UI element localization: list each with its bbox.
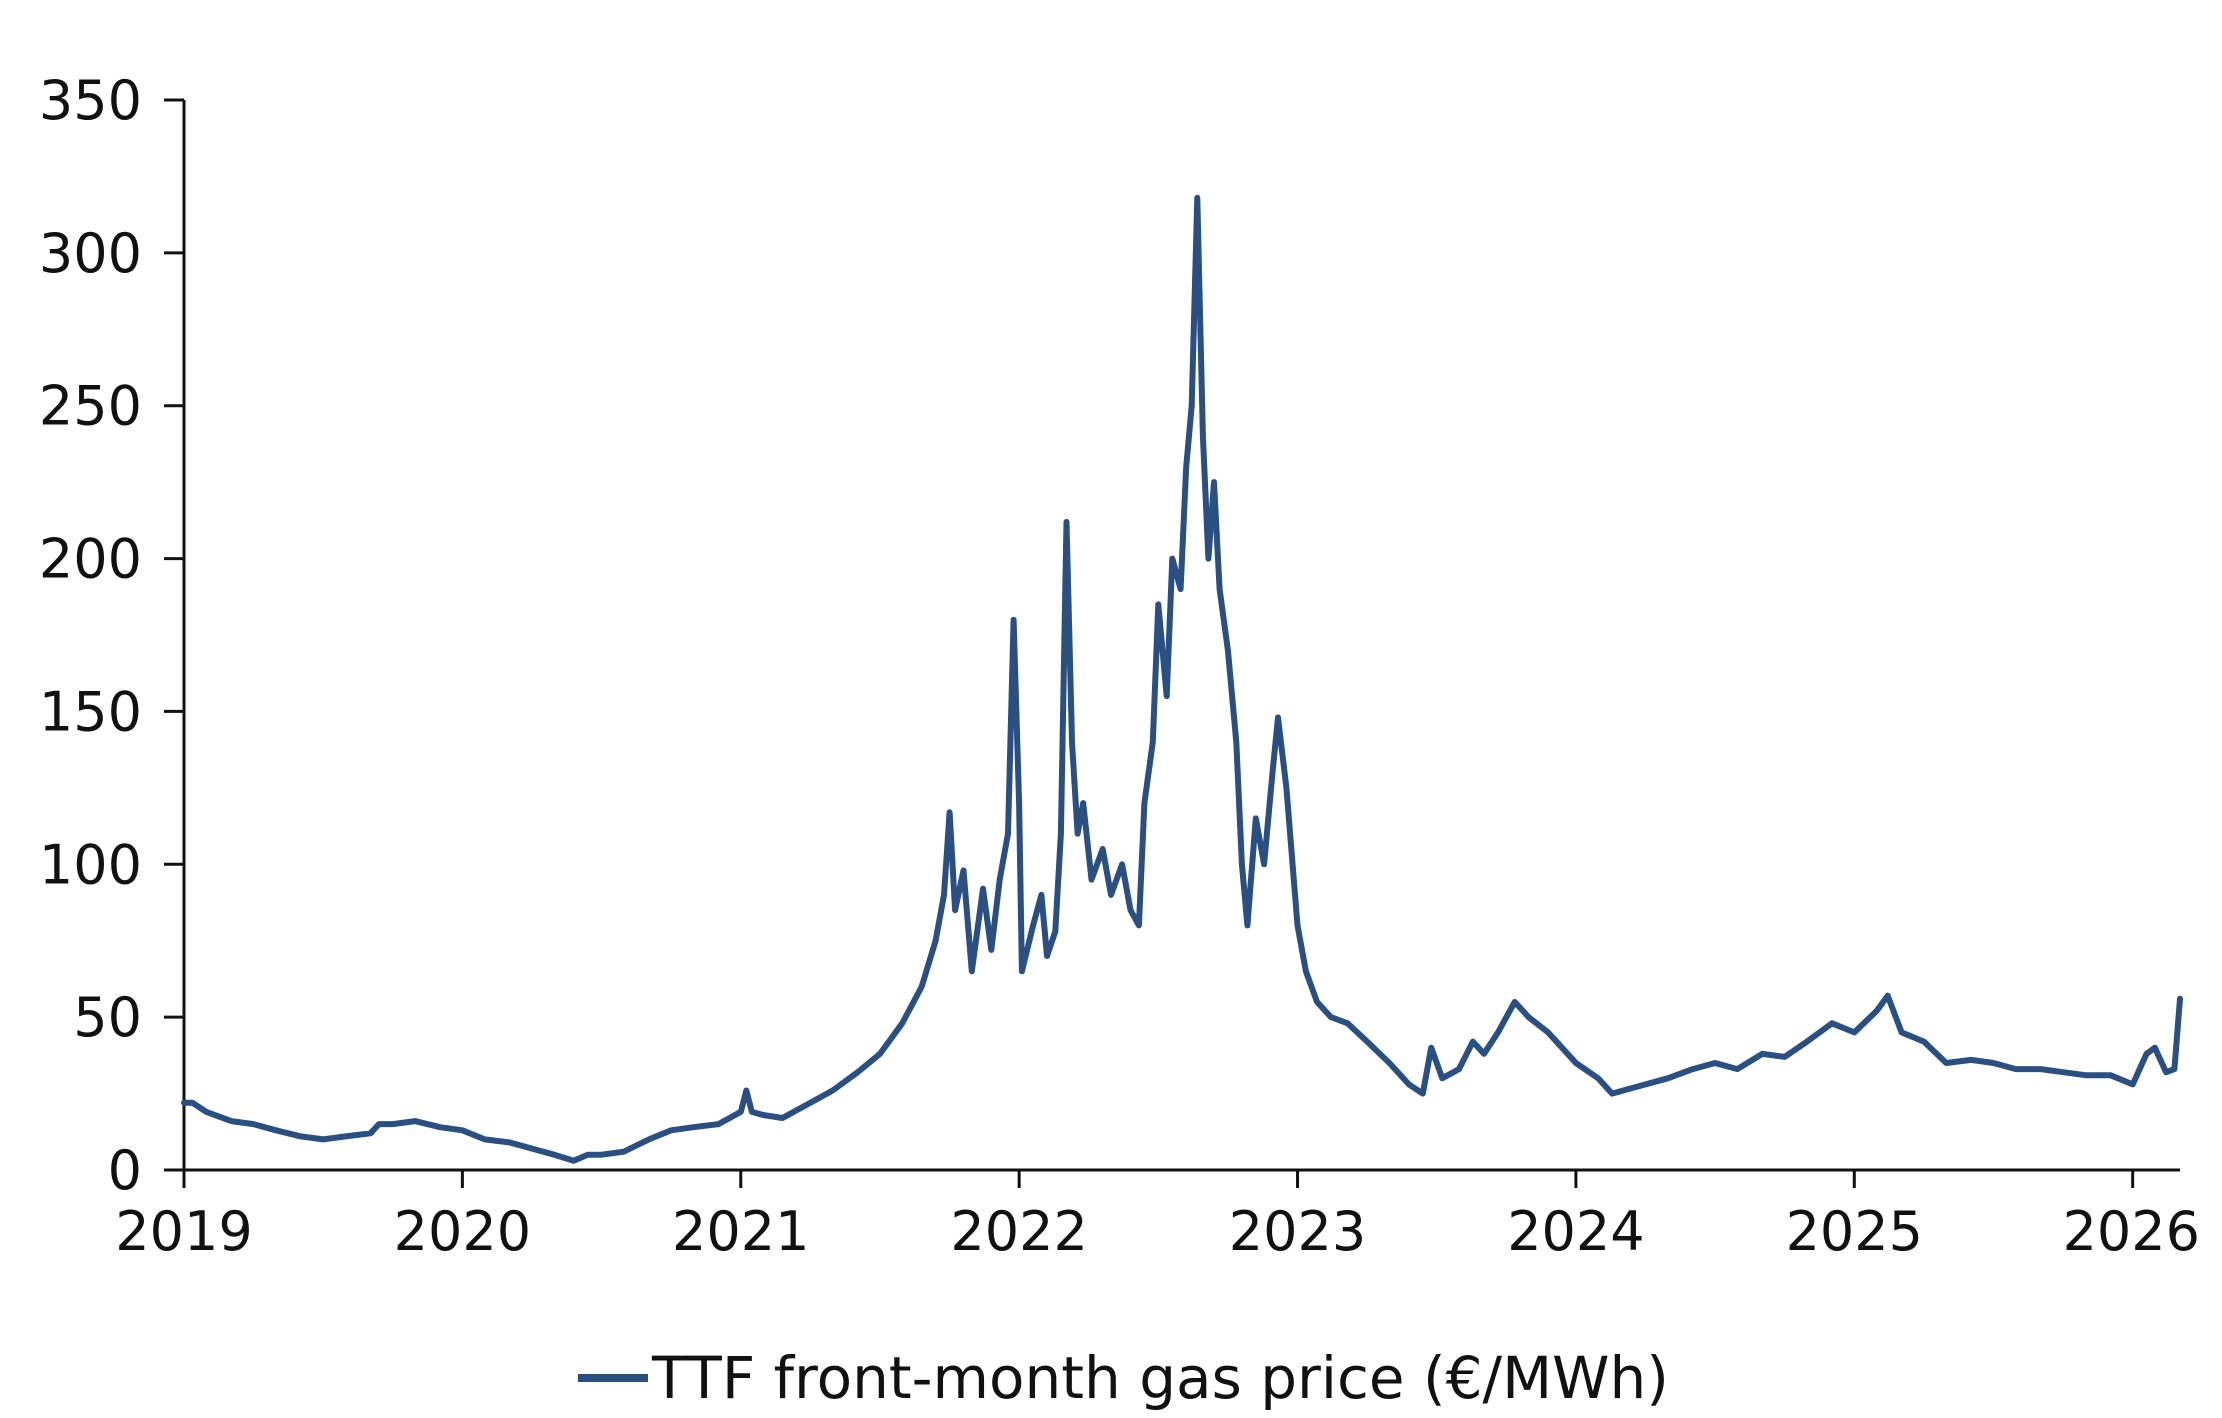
x-tick-label: 2022 — [950, 1200, 1087, 1263]
x-tick-label: 2024 — [1507, 1200, 1644, 1263]
x-tick-label: 2026 — [2063, 1200, 2200, 1263]
x-axis-ticks: 2019 2020 2021 2022 2023 2024 2025 2026 — [115, 1170, 2200, 1263]
y-tick-label: 300 — [39, 222, 142, 285]
y-tick-label: 0 — [108, 1139, 142, 1202]
y-tick-label: 200 — [39, 528, 142, 591]
x-tick-label: 2020 — [394, 1200, 531, 1263]
y-tick-label: 250 — [39, 375, 142, 438]
x-tick-label: 2019 — [115, 1200, 252, 1263]
legend-label: TTF front-month gas price (€/MWh) — [651, 1344, 1669, 1412]
x-tick-label: 2025 — [1786, 1200, 1923, 1263]
y-tick-label: 350 — [39, 69, 142, 132]
x-tick-label: 2023 — [1229, 1200, 1366, 1263]
y-tick-label: 150 — [39, 680, 142, 743]
y-axis-ticks: 0 50 100 150 200 250 300 350 — [39, 69, 184, 1202]
y-tick-label: 100 — [39, 833, 142, 896]
y-tick-label: 50 — [73, 986, 142, 1049]
x-tick-label: 2021 — [672, 1200, 809, 1263]
series-line-ttf — [181, 194, 2183, 1164]
legend: TTF front-month gas price (€/MWh) — [578, 1344, 1669, 1412]
